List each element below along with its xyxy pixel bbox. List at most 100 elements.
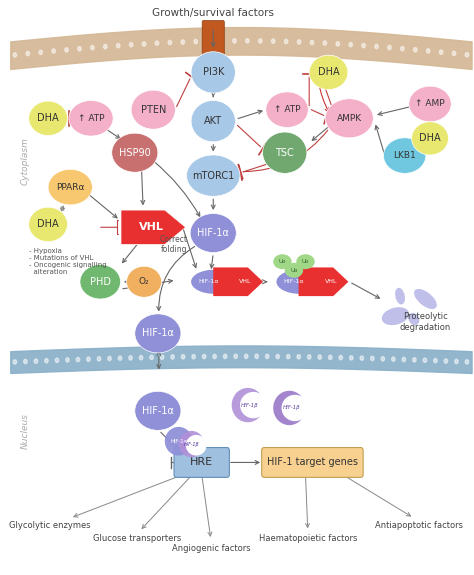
Text: Nucleus: Nucleus bbox=[20, 413, 29, 449]
Circle shape bbox=[118, 356, 122, 361]
Text: PI3K: PI3K bbox=[202, 67, 224, 78]
Circle shape bbox=[220, 39, 223, 43]
Ellipse shape bbox=[191, 270, 237, 294]
Text: DHA: DHA bbox=[419, 133, 441, 143]
Ellipse shape bbox=[411, 122, 448, 155]
Ellipse shape bbox=[135, 314, 181, 353]
Ellipse shape bbox=[179, 431, 204, 457]
Circle shape bbox=[129, 43, 133, 47]
Ellipse shape bbox=[112, 133, 158, 172]
Circle shape bbox=[423, 358, 427, 362]
Ellipse shape bbox=[409, 313, 419, 325]
Ellipse shape bbox=[131, 90, 175, 129]
Text: Glucose transporters: Glucose transporters bbox=[93, 534, 181, 543]
Circle shape bbox=[13, 53, 17, 57]
Ellipse shape bbox=[135, 392, 181, 430]
Circle shape bbox=[78, 47, 81, 51]
Circle shape bbox=[465, 52, 469, 57]
Text: Correct
folding: Correct folding bbox=[160, 235, 188, 254]
Text: HIF-1β: HIF-1β bbox=[241, 402, 259, 408]
Circle shape bbox=[87, 357, 90, 361]
Circle shape bbox=[349, 43, 353, 47]
FancyBboxPatch shape bbox=[262, 447, 363, 477]
Circle shape bbox=[439, 50, 443, 55]
Circle shape bbox=[434, 358, 437, 363]
Text: HIF-1β: HIF-1β bbox=[283, 405, 301, 411]
Text: HIF-1 target genes: HIF-1 target genes bbox=[267, 458, 358, 467]
Circle shape bbox=[55, 358, 59, 362]
Circle shape bbox=[65, 48, 68, 52]
Circle shape bbox=[323, 41, 327, 45]
Ellipse shape bbox=[414, 289, 437, 309]
FancyBboxPatch shape bbox=[202, 21, 224, 55]
Text: ↑ ATP: ↑ ATP bbox=[274, 105, 301, 114]
Ellipse shape bbox=[325, 99, 374, 138]
Circle shape bbox=[202, 354, 206, 359]
Circle shape bbox=[272, 39, 275, 43]
Circle shape bbox=[129, 356, 132, 360]
Text: Angiogenic factors: Angiogenic factors bbox=[172, 544, 250, 553]
Ellipse shape bbox=[273, 391, 306, 425]
Text: DHA: DHA bbox=[37, 220, 59, 229]
Circle shape bbox=[392, 357, 395, 361]
Ellipse shape bbox=[165, 427, 192, 455]
Text: - Hypoxia
- Mutations of VHL
- Oncogenic signalling
  alteration: - Hypoxia - Mutations of VHL - Oncogenic… bbox=[29, 248, 106, 275]
Circle shape bbox=[318, 355, 321, 359]
Circle shape bbox=[371, 356, 374, 361]
Circle shape bbox=[452, 51, 456, 56]
Circle shape bbox=[39, 50, 43, 55]
Text: Cytoplasm: Cytoplasm bbox=[20, 137, 29, 185]
Circle shape bbox=[413, 48, 417, 52]
Circle shape bbox=[297, 355, 301, 359]
Circle shape bbox=[234, 354, 237, 359]
Circle shape bbox=[375, 44, 378, 49]
Text: HRE: HRE bbox=[190, 458, 213, 467]
Ellipse shape bbox=[29, 101, 67, 136]
Ellipse shape bbox=[296, 254, 315, 269]
Text: ↑ AMP: ↑ AMP bbox=[415, 99, 445, 109]
Circle shape bbox=[103, 44, 107, 49]
Text: HIF-1α: HIF-1α bbox=[170, 439, 187, 444]
Circle shape bbox=[181, 40, 184, 44]
Ellipse shape bbox=[191, 101, 236, 142]
Circle shape bbox=[310, 40, 314, 45]
FancyBboxPatch shape bbox=[174, 447, 229, 477]
Circle shape bbox=[91, 45, 94, 50]
Ellipse shape bbox=[409, 86, 451, 122]
Ellipse shape bbox=[395, 288, 405, 304]
Circle shape bbox=[286, 354, 290, 359]
Circle shape bbox=[207, 39, 210, 43]
Ellipse shape bbox=[273, 254, 292, 269]
Text: Ub: Ub bbox=[290, 268, 298, 273]
Text: VHL: VHL bbox=[239, 279, 252, 284]
Circle shape bbox=[465, 360, 469, 364]
Circle shape bbox=[150, 355, 153, 359]
Circle shape bbox=[52, 49, 55, 53]
Circle shape bbox=[171, 355, 174, 359]
Text: HIF-1α: HIF-1α bbox=[284, 279, 304, 284]
Circle shape bbox=[139, 355, 143, 360]
Circle shape bbox=[13, 360, 17, 364]
Ellipse shape bbox=[263, 132, 307, 173]
Polygon shape bbox=[213, 267, 263, 296]
Circle shape bbox=[255, 354, 258, 359]
Text: Haematopoietic factors: Haematopoietic factors bbox=[259, 534, 357, 543]
Ellipse shape bbox=[276, 270, 323, 294]
Text: HIF-1β: HIF-1β bbox=[184, 442, 200, 447]
Ellipse shape bbox=[186, 435, 207, 455]
Circle shape bbox=[45, 359, 48, 363]
Circle shape bbox=[427, 49, 430, 53]
Ellipse shape bbox=[240, 392, 267, 418]
Circle shape bbox=[26, 51, 29, 56]
Circle shape bbox=[265, 354, 269, 359]
Circle shape bbox=[349, 356, 353, 360]
Circle shape bbox=[297, 40, 301, 44]
Ellipse shape bbox=[309, 55, 348, 90]
Ellipse shape bbox=[191, 52, 236, 93]
Text: ↑ ATP: ↑ ATP bbox=[78, 114, 104, 123]
Circle shape bbox=[142, 42, 146, 46]
Circle shape bbox=[233, 39, 236, 43]
Circle shape bbox=[117, 44, 120, 48]
Text: DHA: DHA bbox=[318, 67, 339, 78]
Circle shape bbox=[24, 359, 27, 364]
